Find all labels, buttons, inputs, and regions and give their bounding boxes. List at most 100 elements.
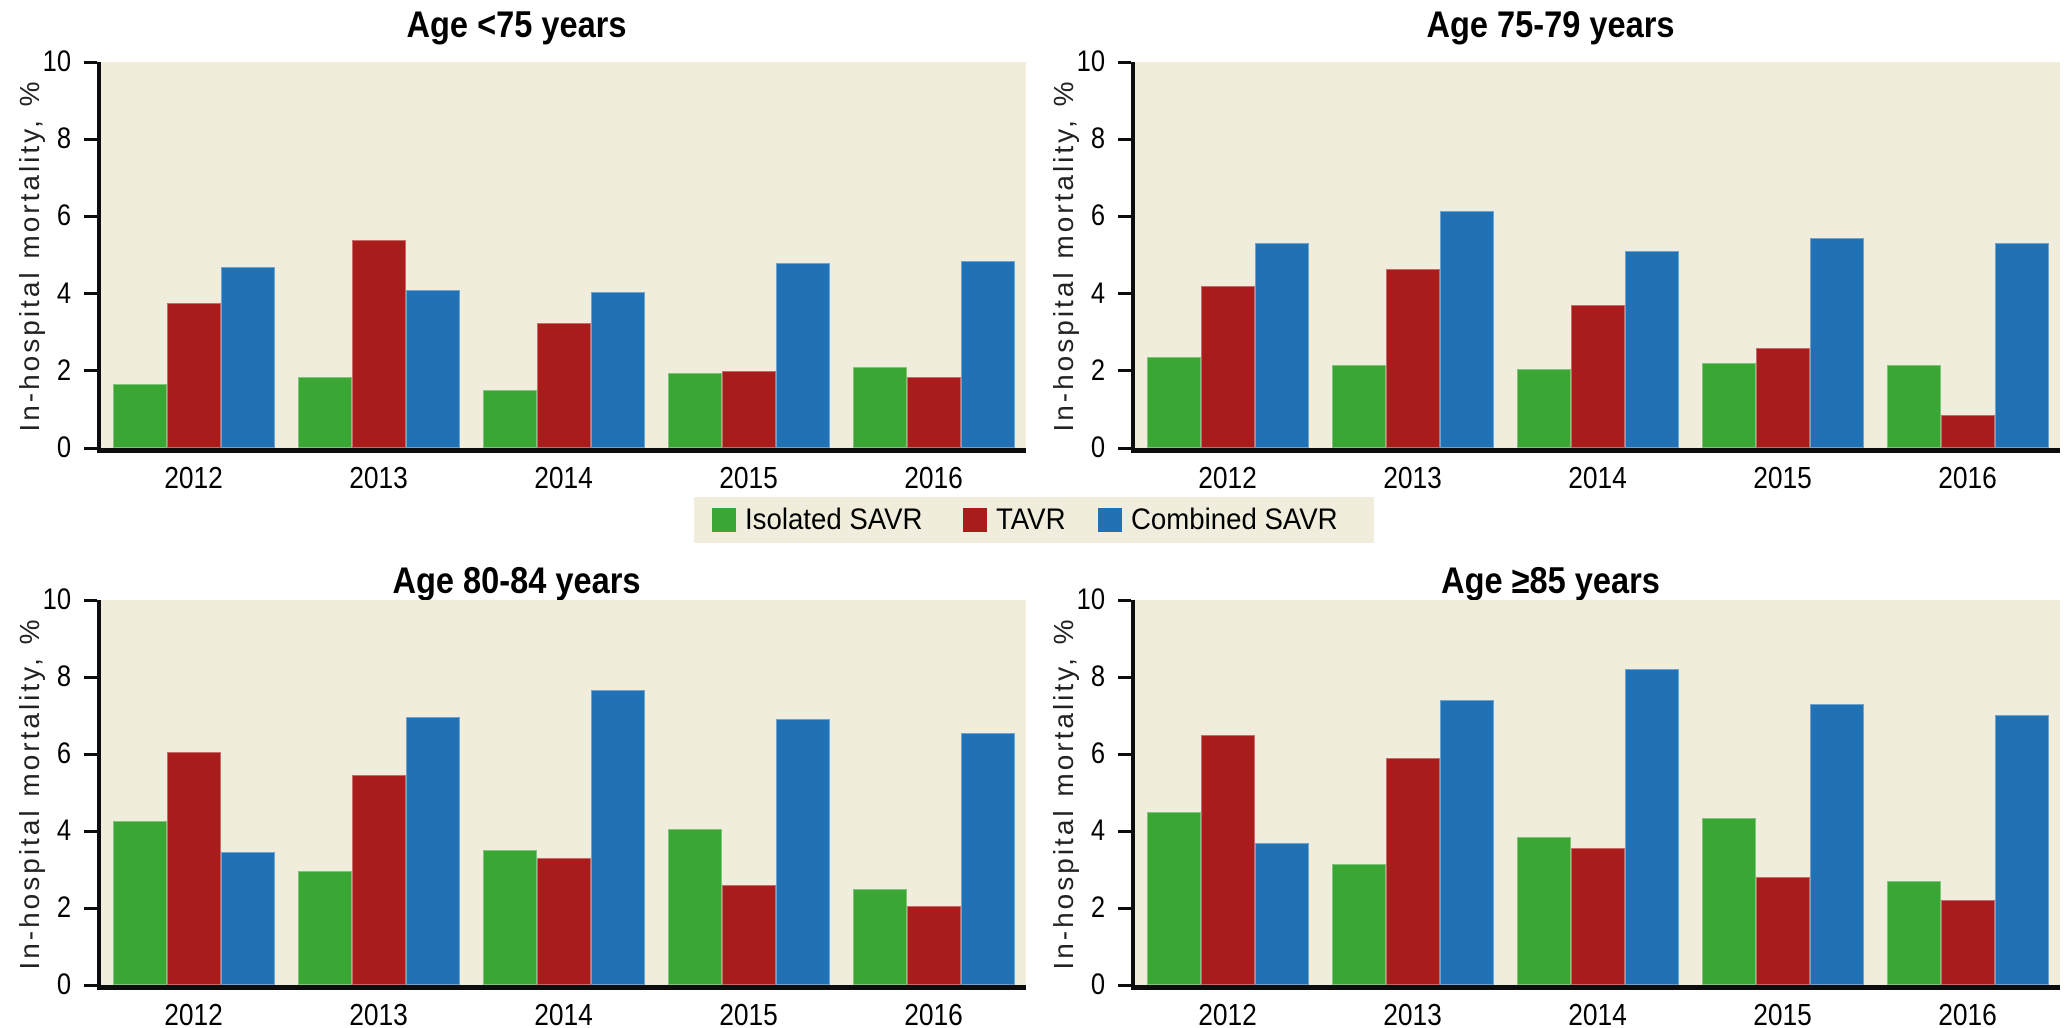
y-tick-mark — [1118, 598, 1131, 602]
y-tick-label: 4 — [1090, 814, 1105, 847]
y-tick-mark — [1118, 137, 1131, 141]
bar-combined-savr-2013 — [406, 290, 460, 448]
x-tick-label: 2015 — [1753, 460, 1812, 495]
bar-tavr-2015 — [722, 371, 776, 448]
bar-tavr-2014 — [1571, 305, 1625, 448]
bar-tavr-2016 — [907, 906, 961, 985]
bar-isolated-savr-2016 — [853, 889, 907, 985]
y-tick-mark — [84, 446, 97, 450]
bar-tavr-2012 — [167, 303, 221, 448]
x-tick-label: 2014 — [1568, 460, 1627, 495]
y-tick-mark — [84, 829, 97, 833]
y-tick-label: 10 — [1076, 45, 1105, 78]
bar-tavr-2014 — [537, 323, 591, 448]
red-swatch-icon — [963, 508, 988, 532]
panel-age-lt75: Age <75 years In-hospital mortality, % 0… — [0, 0, 1033, 514]
bar-combined-savr-2012 — [1255, 243, 1309, 448]
blue-swatch-icon — [1097, 508, 1122, 532]
bar-combined-savr-2016 — [1995, 715, 2049, 985]
y-tick-mark — [84, 906, 97, 910]
bar-combined-savr-2014 — [591, 690, 645, 985]
y-tick-mark — [84, 214, 97, 218]
bar-tavr-2016 — [1941, 900, 1995, 985]
y-tick-mark — [84, 983, 97, 987]
bar-tavr-2013 — [1386, 269, 1440, 448]
x-tick-label: 2016 — [904, 460, 963, 495]
panel-title: Age <75 years — [406, 4, 627, 45]
panel-age-80-84: Age 80-84 years In-hospital mortality, %… — [0, 514, 1033, 1028]
bar-combined-savr-2012 — [1255, 843, 1309, 985]
panel-age-ge85: Age ≥85 years In-hospital mortality, % 0… — [1034, 514, 2067, 1028]
legend-label: Isolated SAVR — [744, 503, 922, 536]
bar-tavr-2012 — [1201, 735, 1255, 985]
y-tick-label: 4 — [56, 276, 71, 310]
y-tick-label: 4 — [56, 814, 71, 847]
y-tick-mark — [1118, 983, 1131, 987]
y-tick-label: 0 — [1090, 431, 1105, 464]
green-swatch-icon — [711, 508, 736, 532]
panel-title: Age 80-84 years — [392, 560, 641, 601]
y-tick-label: 8 — [1090, 660, 1105, 693]
y-tick-label: 8 — [56, 660, 71, 693]
y-tick-mark — [1118, 829, 1131, 833]
y-tick-mark — [1118, 60, 1131, 64]
bar-tavr-2013 — [352, 240, 406, 448]
y-tick-mark — [1118, 675, 1131, 679]
x-tick-label: 2012 — [164, 460, 223, 495]
y-tick-label: 6 — [56, 737, 71, 770]
bar-tavr-2016 — [1941, 415, 1995, 448]
y-tick-label: 4 — [1090, 276, 1105, 310]
bar-tavr-2014 — [1571, 848, 1625, 985]
x-tick-label: 2016 — [1938, 460, 1997, 495]
legend-label: Combined SAVR — [1130, 503, 1338, 536]
x-tick-label: 2013 — [349, 997, 408, 1028]
bar-isolated-savr-2015 — [1702, 363, 1756, 448]
y-tick-mark — [84, 752, 97, 756]
bar-isolated-savr-2014 — [1517, 369, 1571, 448]
y-tick-label: 2 — [1090, 353, 1105, 387]
bar-combined-savr-2013 — [406, 717, 460, 985]
y-tick-label: 6 — [56, 199, 71, 233]
y-tick-label: 0 — [56, 431, 71, 464]
bar-tavr-2015 — [1756, 348, 1810, 448]
x-tick-label: 2012 — [164, 997, 223, 1028]
y-tick-mark — [1118, 292, 1131, 296]
panel-title: Age 75-79 years — [1426, 4, 1675, 45]
y-tick-label: 2 — [56, 353, 71, 387]
y-tick-label: 0 — [56, 968, 71, 1001]
y-tick-mark — [84, 598, 97, 602]
y-tick-mark — [1118, 446, 1131, 450]
y-tick-label: 2 — [1090, 891, 1105, 924]
bar-isolated-savr-2015 — [668, 829, 722, 985]
bar-isolated-savr-2013 — [1332, 864, 1386, 985]
legend-label: TAVR — [996, 503, 1066, 536]
bar-tavr-2012 — [167, 752, 221, 985]
bar-isolated-savr-2013 — [1332, 365, 1386, 448]
y-tick-label: 6 — [1090, 737, 1105, 770]
x-tick-label: 2013 — [1383, 460, 1442, 495]
x-tick-label: 2014 — [534, 460, 593, 495]
bar-isolated-savr-2016 — [1887, 365, 1941, 448]
bar-isolated-savr-2014 — [483, 850, 537, 985]
y-tick-mark — [84, 60, 97, 64]
y-tick-label: 8 — [1090, 122, 1105, 156]
x-tick-label: 2014 — [1568, 997, 1627, 1028]
bar-combined-savr-2016 — [961, 733, 1015, 985]
y-tick-label: 6 — [1090, 199, 1105, 233]
bar-isolated-savr-2015 — [668, 373, 722, 448]
bar-tavr-2015 — [1756, 877, 1810, 985]
bar-tavr-2013 — [352, 775, 406, 985]
y-tick-label: 8 — [56, 122, 71, 156]
bar-combined-savr-2013 — [1440, 211, 1494, 448]
bar-isolated-savr-2012 — [1147, 812, 1201, 985]
bar-isolated-savr-2012 — [1147, 357, 1201, 448]
bar-isolated-savr-2016 — [853, 367, 907, 448]
y-tick-label: 0 — [1090, 968, 1105, 1001]
bar-combined-savr-2012 — [221, 852, 275, 985]
bar-isolated-savr-2013 — [298, 871, 352, 985]
y-tick-mark — [84, 292, 97, 296]
bar-isolated-savr-2015 — [1702, 818, 1756, 985]
bar-combined-savr-2014 — [1625, 251, 1679, 448]
bar-isolated-savr-2014 — [1517, 837, 1571, 985]
